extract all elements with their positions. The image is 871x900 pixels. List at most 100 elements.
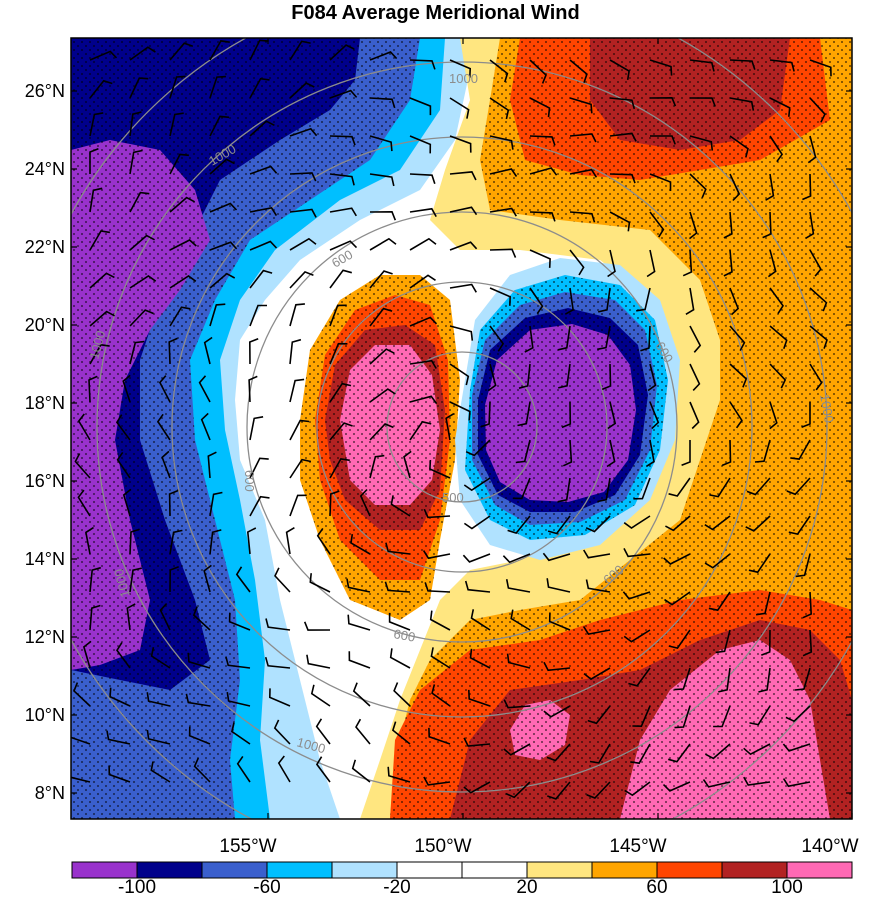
wind-barb <box>209 75 226 99</box>
wind-barb <box>393 682 411 707</box>
wind-barb <box>689 59 715 72</box>
wind-barb <box>649 59 673 76</box>
wind-barb <box>352 682 371 707</box>
wind-barb <box>129 77 149 99</box>
wind-barb <box>561 401 572 429</box>
wind-barb <box>169 75 186 99</box>
wind-barb <box>743 743 771 756</box>
wind-barb <box>346 578 371 593</box>
wind-barb <box>649 211 665 238</box>
wind-barb <box>569 59 588 83</box>
wind-barb <box>315 756 331 783</box>
wind-barb <box>585 515 611 533</box>
wind-barb <box>609 59 630 81</box>
wind-barb <box>762 211 772 239</box>
wind-barb <box>265 618 291 631</box>
wind-barb <box>403 450 412 479</box>
wind-barb <box>589 743 611 764</box>
wind-barb <box>169 306 191 327</box>
wind-barb <box>785 705 811 723</box>
wind-barb <box>329 89 358 99</box>
wind-barb <box>765 173 775 201</box>
wind-barb <box>146 692 171 707</box>
wind-barb <box>310 684 331 707</box>
wind-barb <box>89 50 118 61</box>
wind-barb <box>505 579 531 593</box>
wind-barb <box>236 755 251 783</box>
wind-barb <box>529 287 544 315</box>
wind-barb <box>329 342 348 365</box>
wind-barb <box>390 495 411 517</box>
wind-barb <box>463 781 491 794</box>
wind-barb <box>543 705 571 718</box>
wind-barb <box>423 776 451 786</box>
wind-barb <box>582 625 611 635</box>
wind-barb <box>150 761 171 783</box>
wind-barb <box>409 59 436 70</box>
wind-barb <box>769 363 787 389</box>
wind-barb <box>249 416 264 441</box>
contour-label: 1000 <box>111 567 133 599</box>
lon-label: 140°W <box>801 836 858 857</box>
wind-barb <box>193 757 211 783</box>
wind-barb <box>802 173 812 201</box>
colorbar-swatch <box>656 861 723 879</box>
wind-barb <box>708 591 731 612</box>
wind-barb <box>391 721 411 745</box>
wind-barb <box>429 610 451 631</box>
colorbar-swatch <box>461 861 528 879</box>
wind-barb <box>235 566 251 593</box>
wind-barb <box>369 97 396 109</box>
wind-barb <box>228 612 251 631</box>
wind-barb <box>89 310 115 327</box>
wind-barb <box>409 420 432 441</box>
wind-barb <box>422 550 451 560</box>
wind-barb <box>587 705 611 725</box>
wind-barb <box>583 667 611 681</box>
wind-barb <box>369 210 397 221</box>
wind-barb <box>601 363 612 391</box>
wind-barb <box>609 211 631 232</box>
wind-barb <box>329 304 347 327</box>
wind-barb <box>200 412 211 441</box>
wind-barb <box>289 270 314 289</box>
wind-barb <box>668 629 691 650</box>
wind-barb <box>480 401 491 428</box>
wind-barb <box>129 275 157 289</box>
wind-barb <box>489 287 512 306</box>
wind-barb <box>289 338 302 365</box>
wind-barb <box>369 423 394 441</box>
wind-barb <box>548 612 571 631</box>
wind-barb <box>558 363 571 389</box>
colorbar-label: 100 <box>771 877 803 898</box>
wind-barb <box>585 579 611 593</box>
wind-barb <box>689 401 700 430</box>
wind-barb <box>809 287 828 312</box>
wind-barb <box>805 211 815 239</box>
wind-barb <box>790 439 811 460</box>
colorbar-label: -100 <box>118 877 156 898</box>
wind-barb <box>609 173 636 184</box>
wind-barb <box>663 553 691 565</box>
wind-barb <box>248 337 259 365</box>
colorbar-swatch <box>331 861 398 879</box>
wind-barb <box>557 325 571 351</box>
wind-barb <box>463 737 491 747</box>
wind-barb <box>512 477 531 500</box>
contour-label: 1000 <box>86 329 108 361</box>
wind-barb <box>489 207 517 217</box>
wind-barb <box>801 402 811 428</box>
wind-barb <box>146 729 171 745</box>
wind-barb <box>306 654 331 669</box>
wind-barb <box>428 727 451 745</box>
wind-barb <box>289 378 305 403</box>
wind-barb <box>769 401 778 430</box>
wind-barb <box>704 553 731 569</box>
wind-barb <box>633 477 651 500</box>
wind-barb <box>315 718 331 745</box>
wind-barb <box>743 776 771 786</box>
wind-barb <box>168 489 179 517</box>
wind-barb <box>369 237 397 251</box>
wind-barb <box>129 234 155 251</box>
wind-barb <box>505 781 531 799</box>
